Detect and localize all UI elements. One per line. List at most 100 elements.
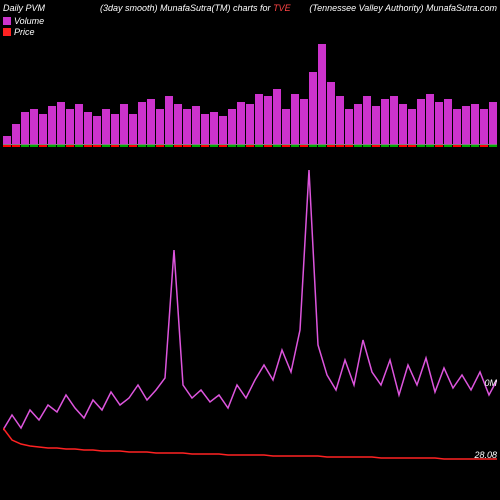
volume-bar-fill xyxy=(435,102,443,144)
volume-bar-fill xyxy=(3,136,11,144)
volume-bar-chart xyxy=(3,40,497,145)
volume-tick xyxy=(444,145,452,147)
volume-bar-fill xyxy=(444,99,452,144)
volume-tick xyxy=(192,145,200,147)
volume-tick xyxy=(183,145,191,147)
volume-bar-fill xyxy=(399,104,407,144)
volume-tick xyxy=(327,145,335,147)
volume-bar-fill xyxy=(57,102,65,144)
volume-tick xyxy=(489,145,497,147)
volume-tick xyxy=(363,145,371,147)
volume-tick xyxy=(3,145,11,147)
volume-bar-fill xyxy=(345,109,353,144)
volume-bar-fill xyxy=(363,96,371,144)
volume-tick xyxy=(48,145,56,147)
volume-bar-fill xyxy=(21,112,29,144)
volume-bar-fill xyxy=(84,112,92,144)
volume-tick xyxy=(201,145,209,147)
volume-bar-fill xyxy=(453,109,461,144)
volume-bar-fill xyxy=(372,106,380,144)
volume-tick xyxy=(300,145,308,147)
volume-tick xyxy=(66,145,74,147)
volume-bar-fill xyxy=(228,109,236,144)
volume-tick xyxy=(165,145,173,147)
volume-tick xyxy=(453,145,461,147)
volume-tick xyxy=(480,145,488,147)
volume-tick xyxy=(291,145,299,147)
volume-tick xyxy=(282,145,290,147)
volume-bar-fill xyxy=(93,116,101,144)
volume-bar-fill xyxy=(354,104,362,144)
volume-tick xyxy=(264,145,272,147)
volume-tick xyxy=(93,145,101,147)
volume-bar-fill xyxy=(174,104,182,144)
volume-tick xyxy=(318,145,326,147)
volume-bar-fill xyxy=(291,94,299,144)
volume-tick xyxy=(435,145,443,147)
volume-bar-fill xyxy=(138,102,146,144)
volume-tick xyxy=(228,145,236,147)
volume-tick xyxy=(426,145,434,147)
volume-bar-fill xyxy=(381,99,389,144)
volume-bar-fill xyxy=(12,124,20,144)
volume-tick xyxy=(75,145,83,147)
volume-tick xyxy=(174,145,182,147)
line-chart-svg xyxy=(3,150,497,470)
volume-tick xyxy=(39,145,47,147)
line-chart xyxy=(3,150,497,470)
volume-bar-fill xyxy=(66,109,74,144)
volume-tick xyxy=(399,145,407,147)
volume-tick xyxy=(57,145,65,147)
legend-price-label: Price xyxy=(14,27,35,37)
volume-bar-fill xyxy=(210,112,218,144)
volume-tick xyxy=(21,145,29,147)
volume-tick xyxy=(102,145,110,147)
price-axis-label: 28.08 xyxy=(474,450,497,460)
volume-tick xyxy=(246,145,254,147)
volume-tick xyxy=(219,145,227,147)
volume-bar-fill xyxy=(102,109,110,144)
header-left-title: Daily PVM xyxy=(3,3,45,13)
volume-bar-fill xyxy=(156,109,164,144)
chart-header: Daily PVM (3day smooth) MunafaSutra(TM) … xyxy=(0,3,500,15)
legend-price: Price xyxy=(3,27,44,37)
volume-tick xyxy=(417,145,425,147)
volume-bar-fill xyxy=(192,106,200,144)
volume-axis-label: 0M xyxy=(484,378,497,388)
volume-bar-fill xyxy=(480,109,488,144)
volume-bar-fill xyxy=(327,82,335,144)
volume-tick xyxy=(210,145,218,147)
volume-bar-fill xyxy=(219,116,227,144)
volume-bar-fill xyxy=(390,96,398,144)
volume-tick xyxy=(309,145,317,147)
volume-tick xyxy=(345,145,353,147)
legend: Volume Price xyxy=(3,16,44,38)
volume-bar-fill xyxy=(408,109,416,144)
volume-bar-fill xyxy=(309,72,317,144)
volume-bar-fill xyxy=(237,102,245,144)
volume-bar-fill xyxy=(75,104,83,144)
volume-bar-fill xyxy=(147,99,155,144)
volume-tick xyxy=(129,145,137,147)
volume-bar-fill xyxy=(282,109,290,144)
volume-bar-fill xyxy=(471,104,479,144)
volume-bar-fill xyxy=(336,96,344,144)
header-ticker: TVE xyxy=(273,3,291,13)
volume-bar-fill xyxy=(462,106,470,144)
volume-bar-fill xyxy=(111,114,119,144)
legend-price-swatch xyxy=(3,28,11,36)
volume-bar-fill xyxy=(300,99,308,144)
header-right-title: (Tennessee Valley Authority) MunafaSutra… xyxy=(309,3,497,13)
volume-tick xyxy=(408,145,416,147)
volume-line xyxy=(3,170,497,430)
volume-bar-fill xyxy=(255,94,263,144)
volume-tick xyxy=(84,145,92,147)
volume-bar-fill xyxy=(201,114,209,144)
legend-volume-label: Volume xyxy=(14,16,44,26)
volume-tick xyxy=(471,145,479,147)
volume-bar-fill xyxy=(318,44,326,144)
volume-bar-fill xyxy=(30,109,38,144)
volume-tick xyxy=(30,145,38,147)
header-center-title: (3day smooth) MunafaSutra(TM) charts for… xyxy=(100,3,291,13)
volume-bar-fill xyxy=(417,99,425,144)
